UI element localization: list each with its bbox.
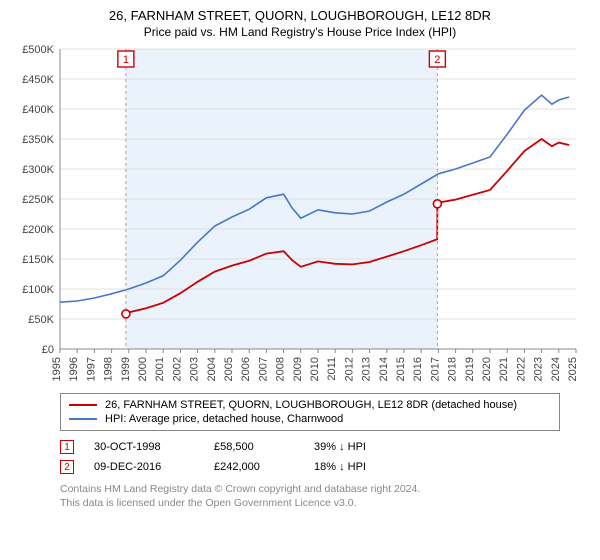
svg-text:2011: 2011 xyxy=(326,357,338,381)
svg-text:1997: 1997 xyxy=(85,357,97,381)
legend-swatch xyxy=(69,404,97,406)
svg-text:2025: 2025 xyxy=(567,357,579,381)
event-marker: 1 xyxy=(60,440,74,454)
svg-text:2019: 2019 xyxy=(464,357,476,381)
event-price: £58,500 xyxy=(214,441,294,453)
svg-text:2002: 2002 xyxy=(171,357,183,381)
svg-text:2012: 2012 xyxy=(343,357,355,381)
svg-text:2013: 2013 xyxy=(361,357,373,381)
legend-row: HPI: Average price, detached house, Char… xyxy=(69,412,551,426)
attribution-line-2: This data is licensed under the Open Gov… xyxy=(60,497,582,511)
svg-text:2016: 2016 xyxy=(412,357,424,381)
event-date: 30-OCT-1998 xyxy=(94,441,194,453)
svg-text:£200K: £200K xyxy=(22,224,54,236)
event-row: 1 30-OCT-1998 £58,500 39% ↓ HPI xyxy=(60,437,560,457)
events-table: 1 30-OCT-1998 £58,500 39% ↓ HPI 2 09-DEC-2016… xyxy=(60,437,560,477)
event-row: 2 09-DEC-2016 £242,000 18% ↓ HPI xyxy=(60,457,560,477)
svg-text:1995: 1995 xyxy=(51,357,63,381)
svg-text:£350K: £350K xyxy=(22,134,54,146)
attribution: Contains HM Land Registry data © Crown c… xyxy=(60,483,582,510)
event-marker: 2 xyxy=(60,460,74,474)
svg-text:2: 2 xyxy=(434,54,440,66)
chart: £0 £50K £100K £150K £200K £250K £300K £350K £400… xyxy=(14,45,586,385)
svg-text:1998: 1998 xyxy=(103,357,115,381)
legend-label: 26, FARNHAM STREET, QUORN, LOUGHBOROUGH,… xyxy=(105,399,517,411)
svg-text:2010: 2010 xyxy=(309,357,321,381)
legend: 26, FARNHAM STREET, QUORN, LOUGHBOROUGH,… xyxy=(60,393,560,431)
svg-text:£250K: £250K xyxy=(22,194,54,206)
svg-text:2015: 2015 xyxy=(395,357,407,381)
svg-text:2018: 2018 xyxy=(447,357,459,381)
page-subtitle: Price paid vs. HM Land Registry's House … xyxy=(14,25,586,39)
page-title: 26, FARNHAM STREET, QUORN, LOUGHBOROUGH,… xyxy=(14,8,586,23)
svg-text:2007: 2007 xyxy=(257,357,269,381)
legend-label: HPI: Average price, detached house, Char… xyxy=(105,413,343,425)
svg-text:1999: 1999 xyxy=(120,357,132,381)
legend-swatch xyxy=(69,418,97,420)
svg-text:2023: 2023 xyxy=(533,357,545,381)
svg-text:2003: 2003 xyxy=(189,357,201,381)
event-date: 09-DEC-2016 xyxy=(94,461,194,473)
event-hpi: 18% ↓ HPI xyxy=(314,461,414,473)
svg-text:2020: 2020 xyxy=(481,357,493,381)
svg-text:£150K: £150K xyxy=(22,254,54,266)
svg-text:2009: 2009 xyxy=(292,357,304,381)
svg-text:£300K: £300K xyxy=(22,164,54,176)
legend-row: 26, FARNHAM STREET, QUORN, LOUGHBOROUGH,… xyxy=(69,398,551,412)
svg-text:2005: 2005 xyxy=(223,357,235,381)
chart-svg: £0 £50K £100K £150K £200K £250K £300K £350K £400… xyxy=(14,45,584,385)
svg-text:2014: 2014 xyxy=(378,357,390,381)
svg-text:2024: 2024 xyxy=(550,357,562,381)
svg-text:2021: 2021 xyxy=(498,357,510,381)
svg-text:2022: 2022 xyxy=(515,357,527,381)
svg-text:£50K: £50K xyxy=(28,314,54,326)
svg-text:£500K: £500K xyxy=(22,45,54,56)
svg-text:£100K: £100K xyxy=(22,284,54,296)
attribution-line-1: Contains HM Land Registry data © Crown c… xyxy=(60,483,582,497)
svg-text:£400K: £400K xyxy=(22,104,54,116)
event-price: £242,000 xyxy=(214,461,294,473)
svg-text:1: 1 xyxy=(123,54,129,66)
svg-text:2000: 2000 xyxy=(137,357,149,381)
svg-text:2001: 2001 xyxy=(154,357,166,381)
svg-text:2008: 2008 xyxy=(275,357,287,381)
svg-text:£450K: £450K xyxy=(22,74,54,86)
svg-text:1996: 1996 xyxy=(68,357,80,381)
svg-text:£0: £0 xyxy=(42,344,54,356)
svg-text:2004: 2004 xyxy=(206,357,218,381)
event-hpi: 39% ↓ HPI xyxy=(314,441,414,453)
svg-text:2006: 2006 xyxy=(240,357,252,381)
svg-text:2017: 2017 xyxy=(429,357,441,381)
